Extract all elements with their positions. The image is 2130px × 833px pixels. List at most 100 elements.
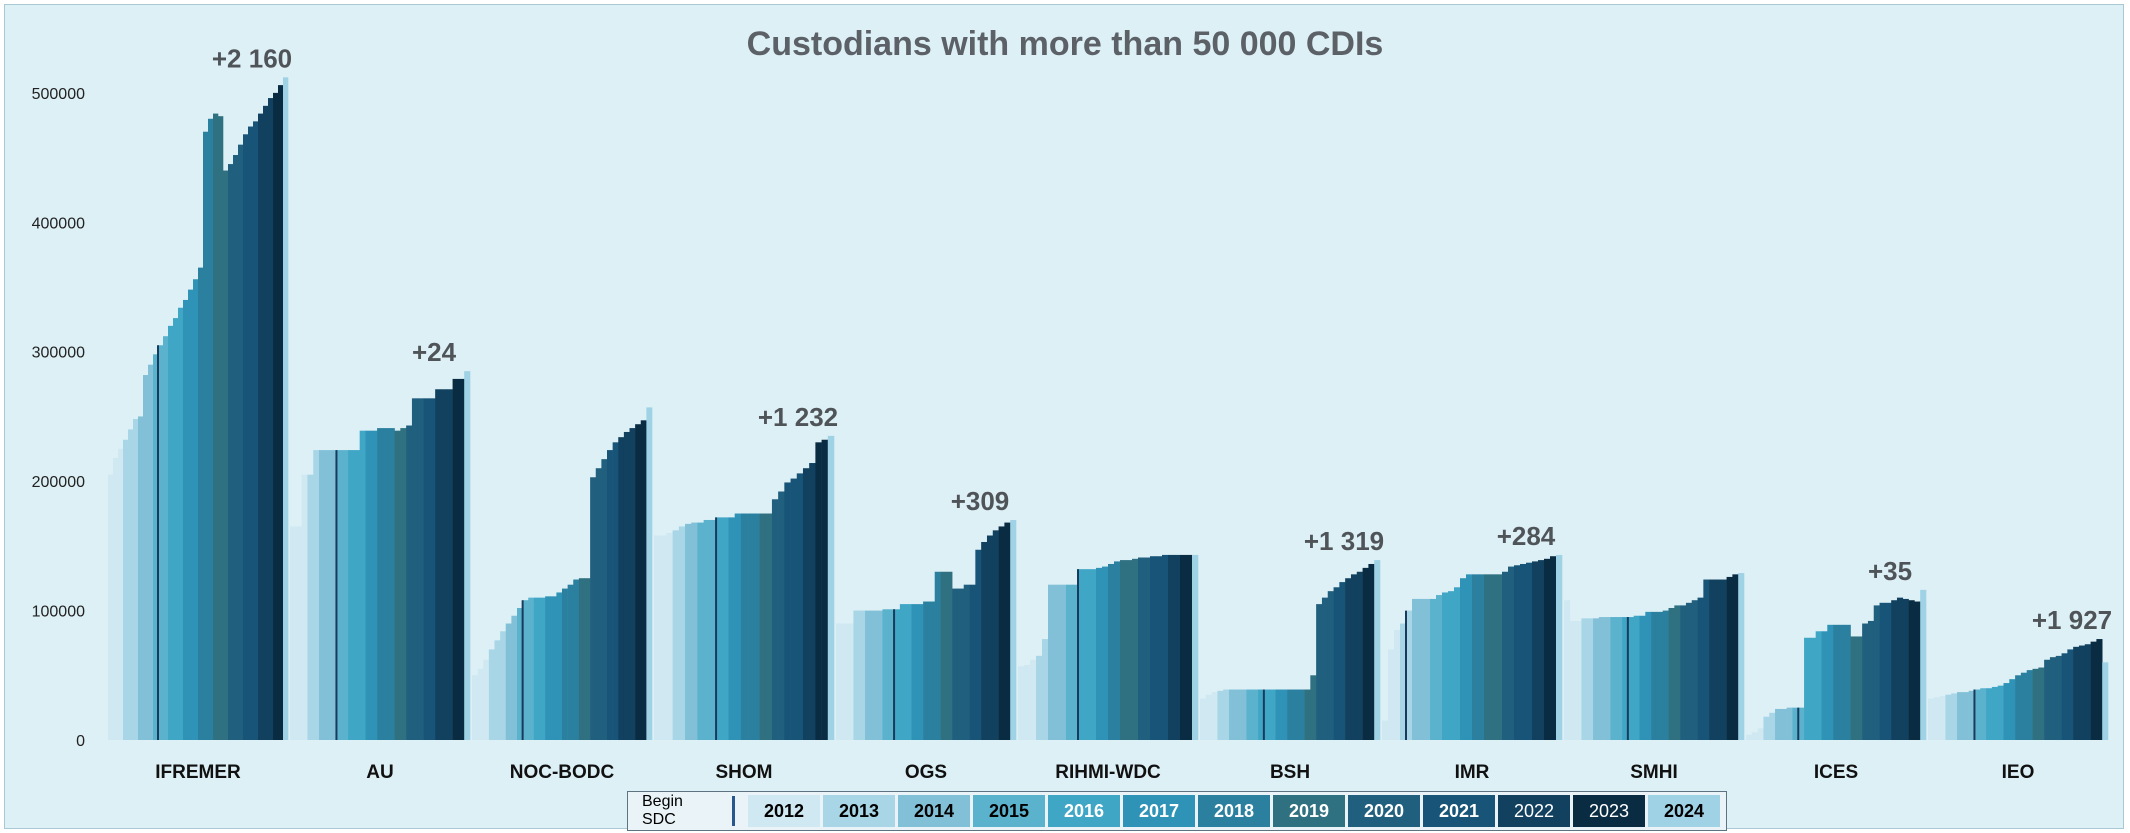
bar: [1066, 584, 1073, 740]
bar: [472, 675, 478, 740]
bar: [911, 604, 918, 740]
bar: [2078, 645, 2086, 740]
bar: [567, 584, 574, 740]
increment-label: +1 927: [2032, 605, 2112, 635]
legend-begin-sdc: Begin SDC: [634, 793, 745, 829]
bar: [295, 526, 302, 740]
bar: [1292, 689, 1300, 740]
bar: [556, 592, 563, 740]
bar: [163, 336, 169, 740]
bar: [258, 113, 264, 741]
bar: [1569, 620, 1576, 740]
bar: [790, 478, 798, 740]
bar: [1962, 692, 1969, 740]
y-axis: 0 100000 200000 300000 400000 500000: [32, 86, 85, 750]
bar: [894, 609, 901, 740]
bar: [612, 442, 619, 740]
bar: [1957, 692, 1964, 740]
bar: [1168, 554, 1175, 740]
bar: [330, 450, 337, 740]
bar: [2044, 659, 2051, 740]
bar: [2038, 667, 2045, 740]
bar: [870, 610, 877, 740]
bar: [188, 289, 194, 740]
bar: [629, 428, 636, 740]
bar: [1668, 607, 1675, 740]
bar: [1150, 556, 1157, 740]
bar: [1598, 617, 1605, 740]
bar: [981, 541, 988, 740]
bar: [1885, 602, 1892, 740]
bar: [1096, 567, 1103, 740]
bar: [1304, 689, 1311, 740]
bar: [1350, 574, 1358, 740]
bar: [1217, 690, 1224, 740]
bar: [1850, 636, 1857, 740]
bar: [1556, 554, 1563, 740]
bar: [841, 623, 848, 740]
bar: [1526, 562, 1533, 740]
bar: [1798, 707, 1805, 740]
bar: [691, 522, 698, 740]
bar: [1709, 579, 1716, 740]
bar: [1223, 689, 1230, 740]
bar-group-bsh: [1200, 560, 1381, 740]
bar: [440, 389, 448, 740]
bar: [435, 389, 442, 740]
bar: [1550, 556, 1557, 740]
bar: [2026, 670, 2033, 740]
legend-year-2018: 2018: [1198, 795, 1270, 827]
bar: [716, 517, 723, 740]
bar: [1090, 569, 1097, 740]
bar: [946, 571, 953, 740]
bar-group-ices: [1746, 589, 1927, 740]
bar: [388, 428, 395, 740]
bar: [2020, 672, 2028, 740]
bar: [253, 121, 259, 741]
bar: [1252, 689, 1259, 740]
bar: [1156, 556, 1163, 740]
bar: [815, 442, 822, 740]
bar-group-noc-bodc: [472, 407, 653, 740]
bar: [1867, 620, 1875, 740]
legend-begin-sdc-label: Begin SDC: [642, 793, 683, 828]
bar: [1732, 574, 1739, 740]
bar: [394, 430, 401, 740]
bar-group-ieo: [1928, 639, 2109, 741]
bar: [607, 450, 613, 740]
bar: [148, 364, 154, 740]
bar: [1054, 584, 1061, 740]
bar: [1018, 666, 1025, 740]
bar-group-shom: [654, 435, 835, 740]
bar: [778, 491, 785, 740]
bar: [2032, 668, 2039, 740]
bar: [1697, 597, 1704, 740]
bar: [2073, 646, 2080, 740]
bar: [728, 517, 735, 740]
bar: [500, 631, 507, 740]
bar-group-au: [290, 371, 471, 740]
bar: [2009, 679, 2016, 740]
bar: [268, 98, 274, 740]
bar: [678, 526, 686, 740]
category-label: RIHMI-WDC: [1055, 762, 1161, 783]
bar: [1856, 636, 1863, 740]
bar: [1108, 563, 1115, 740]
bar-group-rihmi-wdc: [1018, 554, 1199, 741]
bar: [888, 609, 895, 740]
bar: [488, 649, 495, 740]
bar: [550, 596, 557, 740]
bar: [1616, 617, 1623, 740]
bar: [1896, 597, 1904, 740]
bar: [178, 307, 184, 740]
category-label: BSH: [1270, 762, 1310, 783]
bar: [1321, 597, 1329, 740]
bar: [1757, 728, 1764, 740]
bar: [123, 439, 129, 740]
legend-year-2020: 2020: [1348, 795, 1420, 827]
bar: [153, 354, 159, 740]
bar: [865, 610, 872, 740]
bar: [1192, 554, 1199, 740]
bar: [2084, 644, 2091, 740]
bar: [2061, 653, 2068, 740]
